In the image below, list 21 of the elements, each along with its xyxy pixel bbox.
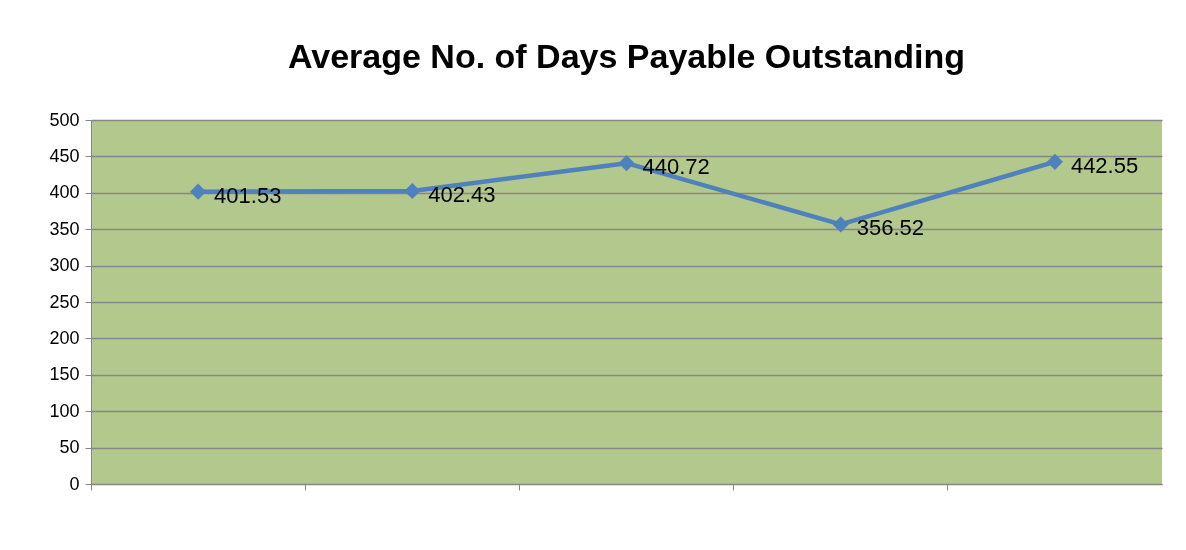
y-tick-label: 150 — [49, 364, 80, 385]
data-label: 401.53 — [214, 182, 282, 208]
y-tick-label: 200 — [49, 327, 80, 348]
point — [618, 155, 635, 172]
y-tick-label: 450 — [49, 145, 80, 166]
y-tick-label: 300 — [49, 255, 80, 276]
chart-title: Average No. of Days Payable Outstanding — [287, 37, 966, 75]
y-tick-label: 0 — [69, 473, 80, 494]
y-tick-label: 100 — [49, 400, 80, 421]
point — [832, 216, 849, 233]
point — [1046, 153, 1063, 170]
y-tick-label: 500 — [49, 109, 80, 130]
data-label: 440.72 — [642, 154, 710, 180]
y-tick-label: 400 — [49, 182, 80, 203]
data-label: 356.52 — [856, 215, 924, 241]
y-tick-label: 50 — [59, 437, 80, 458]
data-label: 442.55 — [1070, 152, 1139, 178]
y-tick-label: 350 — [49, 218, 80, 239]
y-tick-label: 250 — [49, 291, 80, 312]
point — [404, 182, 421, 200]
data-label: 402.43 — [428, 182, 496, 208]
